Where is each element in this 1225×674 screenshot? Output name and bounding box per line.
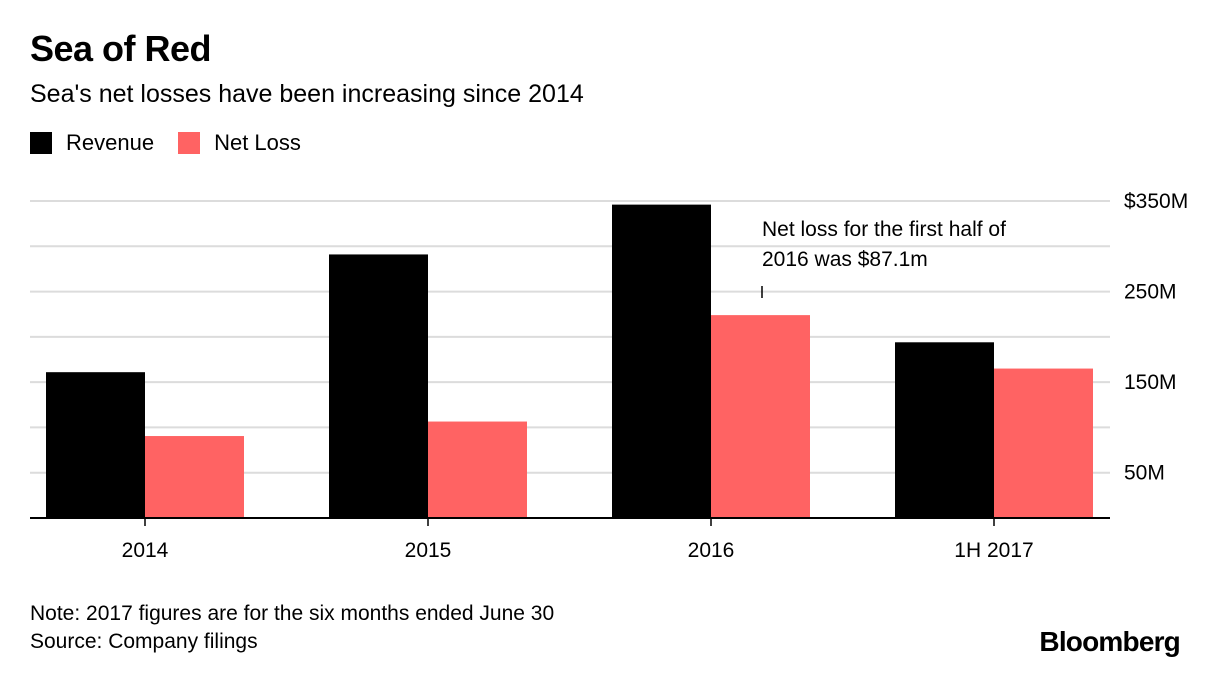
- annotation-text: Net loss for the first half of: [762, 218, 1006, 241]
- bar-net-loss: [994, 368, 1093, 518]
- bar-net-loss: [428, 421, 527, 518]
- bar-revenue: [46, 372, 145, 518]
- footnote: Note: 2017 figures are for the six month…: [30, 602, 555, 625]
- bar-revenue: [329, 254, 428, 519]
- footer-notes: Note: 2017 figures are for the six month…: [30, 600, 554, 656]
- legend-label-net-loss: Net Loss: [214, 130, 301, 155]
- legend: Revenue Net Loss: [30, 130, 325, 156]
- source-note: Source: Company filings: [30, 630, 258, 653]
- legend-item-revenue: Revenue: [30, 130, 154, 156]
- bar-revenue: [612, 204, 711, 518]
- x-tick-label: 2016: [688, 539, 735, 562]
- y-tick-label: 50M: [1124, 462, 1165, 485]
- bar-net-loss: [145, 436, 244, 518]
- legend-item-net-loss: Net Loss: [178, 130, 301, 156]
- bloomberg-logo: Bloomberg: [1039, 626, 1180, 657]
- x-tick-label: 2015: [405, 539, 452, 562]
- legend-swatch-revenue: [30, 132, 52, 154]
- y-tick-label: 150M: [1124, 371, 1177, 394]
- chart-subtitle: Sea's net losses have been increasing si…: [30, 80, 584, 108]
- bar-net-loss: [711, 315, 810, 518]
- annotation-text: 2016 was $87.1m: [762, 248, 928, 271]
- bar-revenue: [895, 342, 994, 518]
- y-tick-label: 250M: [1124, 281, 1177, 304]
- chart-title: Sea of Red: [30, 28, 212, 69]
- x-tick-label: 1H 2017: [954, 539, 1033, 562]
- legend-label-revenue: Revenue: [66, 130, 155, 155]
- y-tick-label: $350M: [1124, 190, 1188, 213]
- legend-swatch-net-loss: [178, 132, 201, 154]
- x-tick-label: 2014: [122, 539, 169, 562]
